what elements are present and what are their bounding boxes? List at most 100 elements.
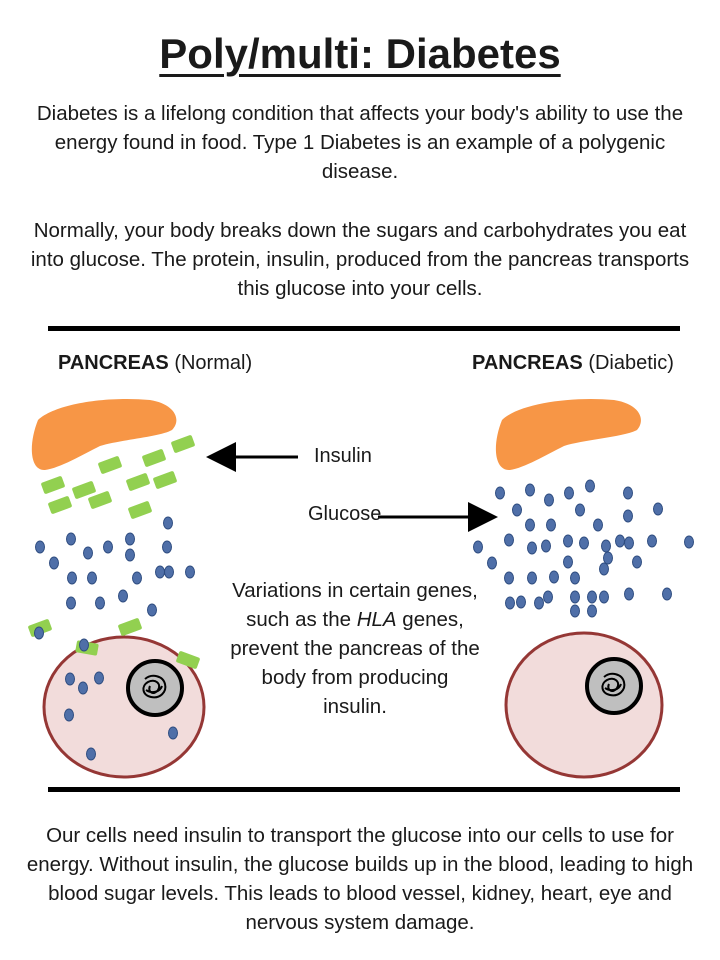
glucose-molecule bbox=[83, 546, 93, 560]
glucose-molecule bbox=[534, 596, 544, 610]
glucose-molecule bbox=[541, 539, 551, 553]
insulin-molecule bbox=[126, 473, 150, 491]
glucose-molecule bbox=[168, 726, 178, 740]
glucose-molecule bbox=[125, 532, 135, 546]
glucose-molecule bbox=[185, 565, 195, 579]
glucose-molecule bbox=[155, 565, 165, 579]
variation-text-1: Variations in certain genes, such as the bbox=[232, 579, 478, 631]
glucose-molecule bbox=[132, 571, 142, 585]
page-title: Poly/multi: Diabetes bbox=[159, 30, 561, 77]
hla-italic: HLA bbox=[356, 608, 397, 631]
glucose-molecule bbox=[570, 590, 580, 604]
glucose-molecule bbox=[587, 604, 597, 618]
conclusion-paragraph: Our cells need insulin to transport the … bbox=[26, 824, 694, 934]
insulin-molecule bbox=[88, 491, 112, 509]
glucose-molecule bbox=[599, 590, 609, 604]
variation-text-2: genes, prevent the pancreas of the body … bbox=[230, 608, 480, 718]
glucose-molecule bbox=[684, 535, 694, 549]
glucose-molecule bbox=[563, 555, 573, 569]
glucose-molecule bbox=[570, 571, 580, 585]
glucose-molecule bbox=[118, 589, 128, 603]
pancreas-diabetic-label: PANCREAS (Diabetic) bbox=[472, 352, 674, 375]
glucose-molecule bbox=[544, 493, 554, 507]
nucleus-diabetic bbox=[585, 657, 643, 715]
intro-paragraph: Diabetes is a lifelong condition that af… bbox=[36, 102, 684, 183]
glucose-molecule bbox=[495, 486, 505, 500]
glucose-molecule bbox=[504, 533, 514, 547]
nucleus-normal bbox=[126, 659, 184, 717]
genetic-variation-note: Variations in certain genes, such as the… bbox=[230, 576, 480, 721]
insulin-molecule bbox=[72, 481, 96, 499]
glucose-molecule bbox=[525, 483, 535, 497]
glucose-molecule bbox=[632, 555, 642, 569]
glucose-molecule bbox=[653, 502, 663, 516]
glucose-molecule bbox=[473, 540, 483, 554]
glucose-molecule bbox=[647, 534, 657, 548]
glucose-molecule bbox=[563, 534, 573, 548]
glucose-molecule bbox=[527, 541, 537, 555]
glucose-molecule bbox=[79, 638, 89, 652]
glucose-molecule bbox=[67, 571, 77, 585]
glucose-molecule bbox=[95, 596, 105, 610]
glucose-molecule bbox=[103, 540, 113, 554]
glucose-molecule bbox=[543, 590, 553, 604]
glucose-molecule bbox=[64, 708, 74, 722]
glucose-molecule bbox=[505, 596, 515, 610]
glucose-molecule bbox=[94, 671, 104, 685]
glucose-molecule bbox=[662, 587, 672, 601]
glucose-molecule bbox=[603, 551, 613, 565]
glucose-molecule bbox=[623, 486, 633, 500]
glucose-molecule bbox=[624, 536, 634, 550]
glucose-molecule bbox=[49, 556, 59, 570]
glucose-molecule bbox=[599, 562, 609, 576]
glucose-molecule bbox=[512, 503, 522, 517]
glucose-molecule bbox=[78, 681, 88, 695]
pancreas-normal-bold: PANCREAS bbox=[58, 352, 169, 374]
glucose-molecule bbox=[162, 540, 172, 554]
glucose-molecule bbox=[34, 626, 44, 640]
pancreas-diabetic-bold: PANCREAS bbox=[472, 352, 583, 374]
glucose-molecule bbox=[585, 479, 595, 493]
insulin-molecule bbox=[41, 476, 65, 494]
glucose-molecule bbox=[579, 536, 589, 550]
chromatin-diabetic bbox=[601, 672, 626, 697]
bottom-divider bbox=[48, 787, 680, 792]
glucose-molecule bbox=[87, 571, 97, 585]
glucose-molecule bbox=[549, 570, 559, 584]
glucose-molecule bbox=[570, 604, 580, 618]
chromatin-normal bbox=[142, 674, 167, 699]
pancreas-normal-shape bbox=[31, 398, 177, 471]
glucose-label: Glucose bbox=[308, 503, 382, 525]
glucose-molecule bbox=[623, 509, 633, 523]
glucose-molecule bbox=[516, 595, 526, 609]
insulin-molecule bbox=[48, 496, 72, 514]
insulin-molecule bbox=[153, 471, 177, 489]
glucose-molecule bbox=[587, 590, 597, 604]
glucose-molecule bbox=[564, 486, 574, 500]
cell-diabetic bbox=[504, 631, 664, 779]
pancreas-normal-suffix: (Normal) bbox=[174, 352, 253, 374]
glucose-paragraph: Normally, your body breaks down the suga… bbox=[30, 219, 690, 300]
insulin-molecule bbox=[98, 456, 122, 474]
insulin-molecule bbox=[142, 449, 166, 467]
glucose-molecule bbox=[504, 571, 514, 585]
glucose-molecule bbox=[164, 565, 174, 579]
insulin-molecule bbox=[176, 651, 200, 669]
insulin-molecule bbox=[128, 501, 152, 519]
glucose-molecule bbox=[66, 532, 76, 546]
glucose-molecule bbox=[487, 556, 497, 570]
glucose-molecule bbox=[601, 539, 611, 553]
glucose-molecule bbox=[593, 518, 603, 532]
glucose-molecule bbox=[147, 603, 157, 617]
glucose-molecule bbox=[35, 540, 45, 554]
glucose-molecule bbox=[615, 534, 625, 548]
glucose-molecule bbox=[86, 747, 96, 761]
glucose-molecule bbox=[575, 503, 585, 517]
insulin-label: Insulin bbox=[314, 445, 372, 467]
insulin-molecule bbox=[118, 618, 142, 636]
glucose-molecule bbox=[163, 516, 173, 530]
glucose-molecule bbox=[125, 548, 135, 562]
glucose-molecule bbox=[527, 571, 537, 585]
glucose-molecule bbox=[546, 518, 556, 532]
